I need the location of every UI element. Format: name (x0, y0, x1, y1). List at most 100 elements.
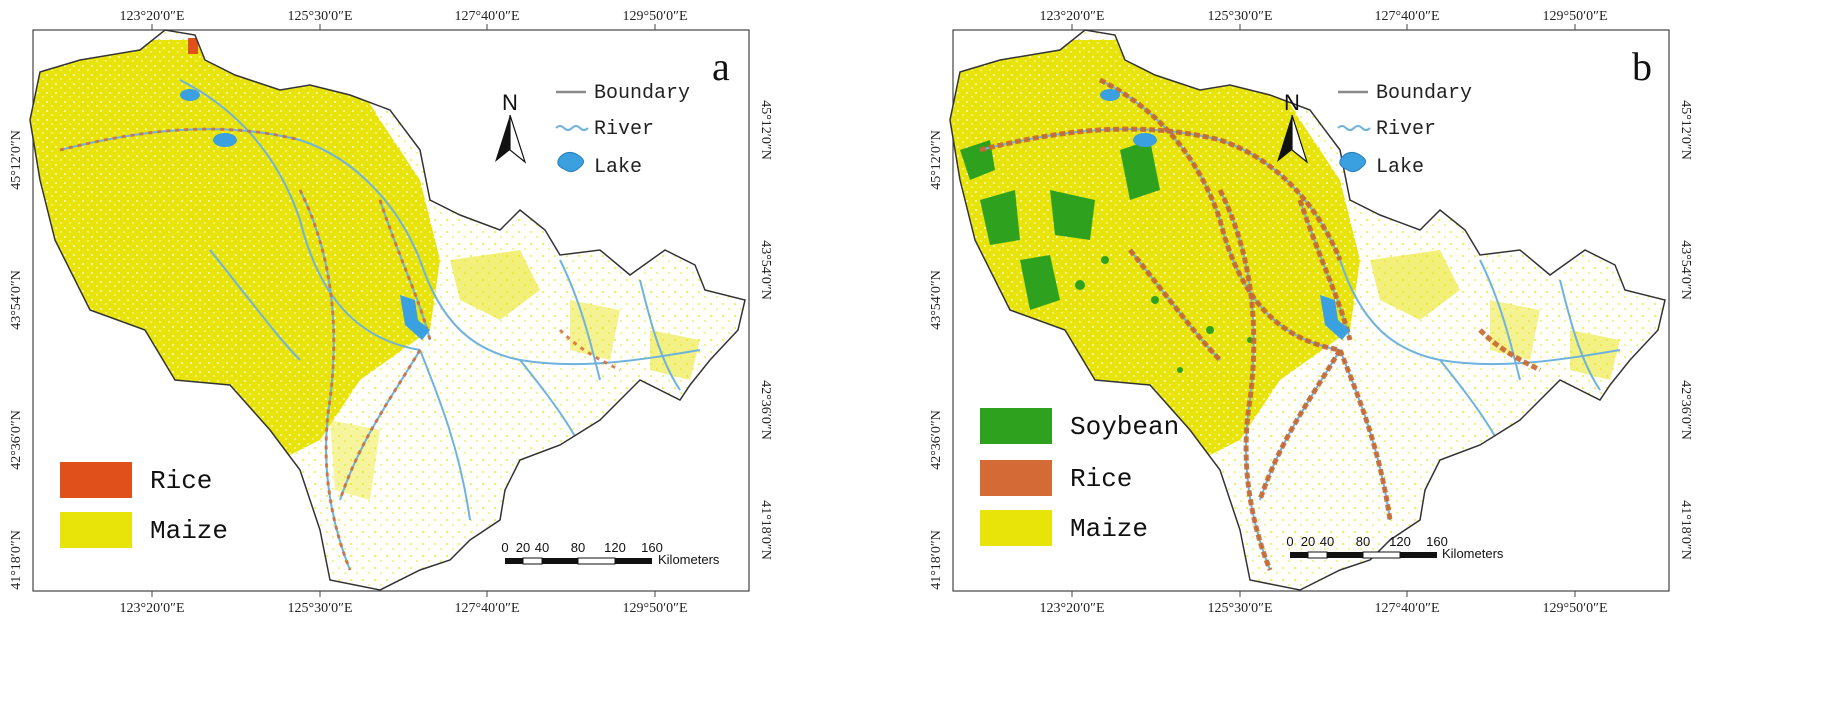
lon-tick-label: 125°30′0″E (287, 601, 352, 616)
rice-strips-a (59, 127, 621, 571)
lake-icon (1339, 151, 1366, 173)
scale-tick-label: 160 (1426, 534, 1448, 549)
legend-river-label: River (594, 118, 654, 141)
lat-tick-label: 43°54′0″N (758, 240, 773, 300)
legend-boundary-label: Boundary (1376, 82, 1472, 105)
lat-tick-label: 41°18′0″N (1678, 500, 1693, 560)
lon-tick-label: 129°50′0″E (622, 9, 687, 24)
lat-tick-label: 45°12′0″N (758, 100, 773, 160)
lat-tick-label: 45°12′0″N (1678, 100, 1693, 160)
lon-ticks-bottom: 123°20′0″E 125°30′0″E 127°40′0″E 129°50′… (1039, 591, 1608, 616)
lat-tick-label: 42°36′0″N (1678, 380, 1693, 440)
lake-shape (1320, 295, 1350, 340)
scale-tick-label: 40 (535, 540, 549, 555)
scale-bar-a: 0 20 40 80 120 160 Kilometers (501, 540, 720, 567)
scale-tick-label: 80 (1356, 534, 1370, 549)
scale-unit-label: Kilometers (1442, 546, 1504, 561)
lon-ticks-bottom: 123°20′0″E 125°30′0″E 127°40′0″E 129°50′… (119, 591, 688, 616)
north-arrow-label: N (502, 90, 518, 115)
legend-lake-label: Lake (1376, 156, 1424, 179)
scale-tick-label: 80 (571, 540, 585, 555)
lake-shape (213, 133, 237, 147)
legend-top-b: Boundary River Lake (1337, 82, 1472, 179)
legend-maize-label: Maize (150, 516, 228, 546)
legend-lake-label: Lake (594, 156, 642, 179)
legend-river-label: River (1376, 118, 1436, 141)
province-boundary (29, 29, 746, 591)
lon-tick-label: 123°20′0″E (119, 9, 184, 24)
legend-rice-label: Rice (1070, 464, 1132, 494)
legend-top-a: Boundary River Lake (555, 82, 690, 179)
scale-tick-label: 120 (1389, 534, 1411, 549)
legend-boundary-label: Boundary (594, 82, 690, 105)
lat-ticks-left: 45°12′0″N 43°54′0″N 42°36′0″N 41°18′0″N (929, 130, 944, 590)
map-a-svg: 123°20′0″E 125°30′0″E 127°40′0″E 129°50′… (9, 9, 773, 616)
lat-tick-label: 41°18′0″N (9, 530, 24, 590)
map-b-svg: 123°20′0″E 125°30′0″E 127°40′0″E 129°50′… (929, 9, 1693, 616)
lon-tick-label: 123°20′0″E (1039, 9, 1104, 24)
north-arrow: N (495, 90, 527, 164)
lon-tick-label: 125°30′0″E (1207, 601, 1272, 616)
river-line-icon (1337, 125, 1371, 131)
rice-strips-b (979, 77, 1542, 571)
lake-icon (557, 151, 584, 173)
soybean-swatch (980, 408, 1052, 444)
lon-tick-label: 123°20′0″E (119, 601, 184, 616)
lon-tick-label: 127°40′0″E (454, 9, 519, 24)
crop-legend-b: Soybean Rice Maize (980, 408, 1179, 546)
lat-tick-label: 43°54′0″N (9, 270, 24, 330)
scale-tick-label: 20 (1301, 534, 1315, 549)
scale-bar-b: 0 20 40 80 120 160 Kilometers (1286, 534, 1504, 561)
lat-tick-label: 45°12′0″N (929, 130, 944, 190)
legend-soybean-label: Soybean (1070, 412, 1179, 442)
maize-swatch (60, 512, 132, 548)
lat-tick-label: 43°54′0″N (929, 270, 944, 330)
lon-tick-label: 125°30′0″E (1207, 9, 1272, 24)
legend-maize-label: Maize (1070, 514, 1148, 544)
river-line-icon (555, 125, 589, 131)
lat-tick-label: 43°54′0″N (1678, 240, 1693, 300)
lon-ticks-top: 123°20′0″E 125°30′0″E 127°40′0″E 129°50′… (119, 9, 688, 30)
scale-tick-label: 20 (516, 540, 530, 555)
lon-tick-label: 129°50′0″E (622, 601, 687, 616)
lat-tick-label: 41°18′0″N (929, 530, 944, 590)
lat-tick-label: 45°12′0″N (9, 130, 24, 190)
lon-tick-label: 125°30′0″E (287, 9, 352, 24)
panel-letter: a (712, 44, 730, 89)
crop-legend-a: Rice Maize (60, 462, 228, 548)
lat-ticks-left: 45°12′0″N 43°54′0″N 42°36′0″N 41°18′0″N (9, 130, 24, 590)
map-panel-b: 123°20′0″E 125°30′0″E 127°40′0″E 129°50′… (920, 0, 1839, 724)
scale-tick-label: 120 (604, 540, 626, 555)
rice-swatch (60, 462, 132, 498)
soybean-patches (950, 140, 1253, 373)
lon-tick-label: 127°40′0″E (1374, 601, 1439, 616)
scale-tick-label: 160 (641, 540, 663, 555)
lat-ticks-right: 45°12′0″N 43°54′0″N 42°36′0″N 41°18′0″N (758, 100, 773, 560)
scale-unit-label: Kilometers (658, 552, 720, 567)
lat-tick-label: 41°18′0″N (758, 500, 773, 560)
lon-tick-label: 127°40′0″E (1374, 9, 1439, 24)
map-frame (32, 29, 750, 592)
rice-swatch (980, 460, 1052, 496)
north-arrow: N (1277, 90, 1309, 164)
map-frame (952, 29, 1670, 592)
lon-ticks-top: 123°20′0″E 125°30′0″E 127°40′0″E 129°50′… (1039, 9, 1608, 30)
north-arrow-label: N (1284, 90, 1300, 115)
lon-tick-label: 129°50′0″E (1542, 9, 1607, 24)
lat-tick-label: 42°36′0″N (758, 380, 773, 440)
lat-tick-label: 42°36′0″N (929, 410, 944, 470)
lon-tick-label: 129°50′0″E (1542, 601, 1607, 616)
lake-shape (1133, 133, 1157, 147)
lat-tick-label: 42°36′0″N (9, 410, 24, 470)
panel-letter: b (1632, 44, 1652, 89)
lake-shape (180, 89, 200, 101)
scale-tick-label: 0 (1286, 534, 1293, 549)
legend-rice-label: Rice (150, 466, 212, 496)
lake-shape (1100, 89, 1120, 101)
lat-ticks-right: 45°12′0″N 43°54′0″N 42°36′0″N 41°18′0″N (1678, 100, 1693, 560)
lon-tick-label: 123°20′0″E (1039, 601, 1104, 616)
scale-tick-label: 40 (1320, 534, 1334, 549)
maize-swatch (980, 510, 1052, 546)
map-panel-a: 123°20′0″E 125°30′0″E 127°40′0″E 129°50′… (0, 0, 919, 724)
province-boundary (949, 29, 1666, 591)
